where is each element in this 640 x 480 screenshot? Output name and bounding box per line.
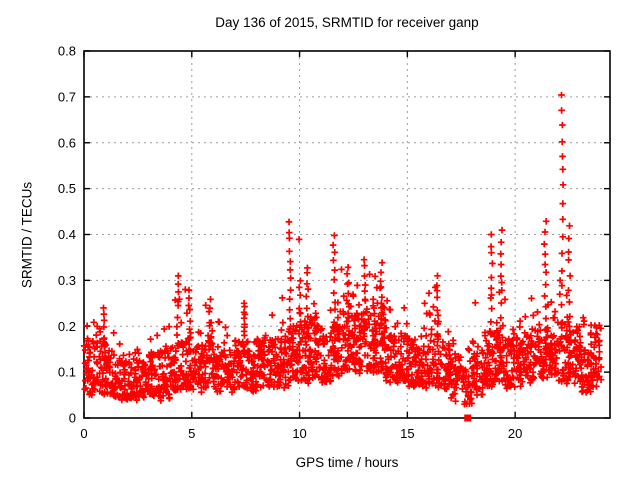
- y-tick-label: 0.2: [58, 319, 76, 334]
- x-tick-label: 15: [400, 426, 414, 441]
- x-tick-label: 10: [292, 426, 306, 441]
- scatter-points: [80, 91, 605, 408]
- zero-outlier-marker: [464, 414, 472, 422]
- y-tick-label: 0.4: [58, 227, 76, 242]
- chart-title: Day 136 of 2015, SRMTID for receiver gan…: [215, 15, 479, 30]
- y-tick-label: 0.6: [58, 135, 76, 150]
- x-axis-label: GPS time / hours: [295, 455, 399, 470]
- tick-labels: 0 5 10 15 20 0 0.1 0.2 0.3 0.4 0.5 0.6 0.7 0.8: [58, 44, 522, 442]
- y-tick-label: 0.3: [58, 273, 76, 288]
- y-tick-label: 0: [69, 411, 76, 426]
- y-tick-label: 0.1: [58, 365, 76, 380]
- y-tick-label: 0.8: [58, 44, 76, 59]
- y-tick-label: 0.7: [58, 89, 76, 104]
- x-tick-label: 20: [508, 426, 522, 441]
- x-tick-label: 5: [188, 426, 195, 441]
- x-tick-label: 0: [80, 426, 87, 441]
- y-tick-label: 0.5: [58, 181, 76, 196]
